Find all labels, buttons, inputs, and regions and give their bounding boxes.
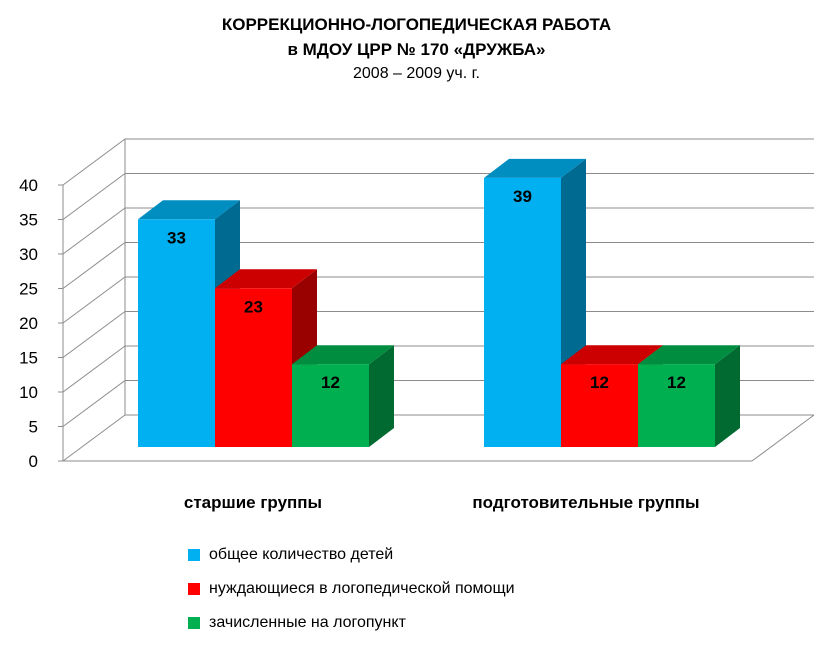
gridline-side-7	[62, 173, 126, 220]
bar-top-face	[292, 345, 394, 365]
bar-enrolled-preparatory: 12	[638, 345, 740, 447]
bar-front-face	[561, 364, 638, 447]
bar-top-face	[138, 200, 240, 220]
bar-top-face	[638, 345, 740, 365]
chart-legend: общее количество детей нуждающиеся в лог…	[188, 538, 515, 640]
bar-data-label: 39	[513, 187, 532, 206]
bar-data-label: 23	[244, 297, 263, 316]
legend-item-need-help: нуждающиеся в логопедической помощи	[188, 572, 515, 606]
x-category-label-1: подготовительные группы	[472, 493, 699, 512]
y-tick-label-7: 35	[19, 211, 38, 230]
bar-front-face	[484, 177, 561, 447]
chart-subtitle: 2008 – 2009 уч. г.	[353, 65, 480, 82]
gridline-side-0	[62, 414, 126, 462]
chart-title-line2: в МДОУ ЦРР № 170 «ДРУЖБА»	[287, 40, 546, 59]
gridline-side-5	[62, 242, 126, 289]
gridline-side-8	[62, 138, 126, 186]
y-tick-label-8: 40	[19, 176, 38, 195]
bar-front-face	[638, 364, 715, 447]
y-tick-label-5: 25	[19, 280, 38, 299]
y-tick-label-1: 5	[29, 418, 38, 437]
y-tick-label-3: 15	[19, 349, 38, 368]
floor-right-edge	[751, 414, 815, 462]
chart-titles: КОРРЕКЦИОННО-ЛОГОПЕДИЧЕСКАЯ РАБОТА в МДО…	[0, 12, 833, 86]
bar-front-face	[292, 364, 369, 447]
bar-front-face	[215, 288, 292, 447]
bar-data-label: 12	[667, 373, 686, 392]
gridline-side-3	[62, 311, 126, 358]
chart-title-line1: КОРРЕКЦИОННО-ЛОГОПЕДИЧЕСКАЯ РАБОТА	[221, 15, 612, 34]
gridline-side-2	[62, 345, 126, 393]
legend-label-total: общее количество детей	[209, 546, 394, 563]
bar-side-face	[369, 345, 394, 447]
legend-label-enrolled: зачисленные на логопункт	[209, 614, 406, 631]
legend-swatch-enrolled	[188, 617, 200, 629]
legend-item-enrolled: зачисленные на логопункт	[188, 606, 515, 640]
bar-front-face	[138, 219, 215, 447]
gridline-side-6	[62, 207, 126, 255]
bar-data-label: 12	[321, 373, 340, 392]
bar-data-label: 12	[590, 373, 609, 392]
bar-side-face	[715, 345, 740, 447]
y-tick-label-4: 20	[19, 314, 38, 333]
bar-data-label: 33	[167, 228, 186, 247]
y-tick-label-6: 30	[19, 245, 38, 264]
bar-top-face	[215, 269, 317, 289]
legend-swatch-need-help	[188, 583, 200, 595]
legend-label-need-help: нуждающиеся в логопедической помощи	[209, 580, 515, 597]
legend-swatch-total	[188, 549, 200, 561]
y-tick-label-2: 10	[19, 383, 38, 402]
y-tick-label-0: 0	[29, 452, 38, 471]
x-category-label-0: старшие группы	[184, 493, 322, 512]
legend-item-total: общее количество детей	[188, 538, 515, 572]
gridline-side-1	[62, 380, 126, 427]
gridline-side-4	[62, 276, 126, 324]
bar-top-face	[561, 345, 663, 365]
bar-enrolled-senior: 12	[292, 345, 394, 447]
bar-top-face	[484, 158, 586, 178]
